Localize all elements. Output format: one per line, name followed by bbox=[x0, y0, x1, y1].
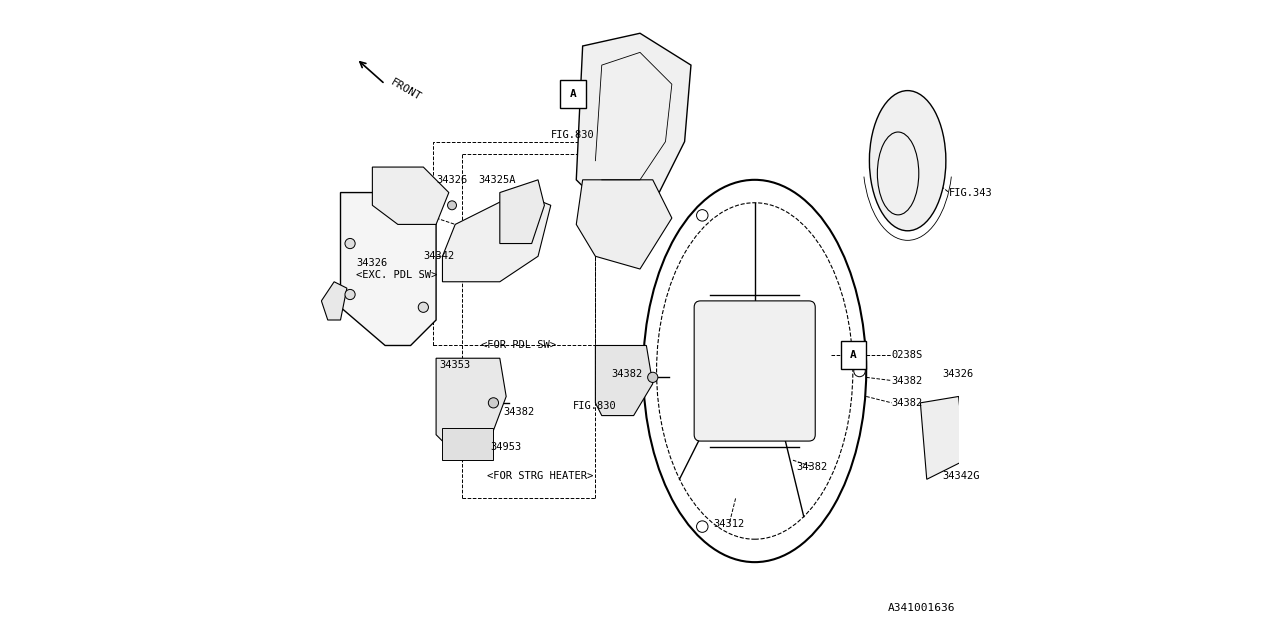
Ellipse shape bbox=[869, 91, 946, 231]
Text: 34326
<EXC. PDL SW>: 34326 <EXC. PDL SW> bbox=[356, 258, 438, 280]
Circle shape bbox=[346, 289, 355, 300]
Text: <FOR STRG HEATER>: <FOR STRG HEATER> bbox=[488, 471, 594, 481]
Text: A341001636: A341001636 bbox=[888, 603, 955, 613]
Text: 34382: 34382 bbox=[612, 369, 643, 379]
Circle shape bbox=[854, 365, 865, 377]
FancyBboxPatch shape bbox=[694, 301, 815, 441]
Text: 34326: 34326 bbox=[942, 369, 974, 379]
Circle shape bbox=[489, 397, 498, 408]
FancyBboxPatch shape bbox=[561, 80, 586, 108]
Text: 34382: 34382 bbox=[892, 376, 923, 385]
Text: FIG.830: FIG.830 bbox=[573, 401, 617, 411]
Polygon shape bbox=[499, 180, 544, 244]
Text: 34325A: 34325A bbox=[477, 175, 516, 185]
Text: FRONT: FRONT bbox=[388, 77, 422, 102]
Text: 34342: 34342 bbox=[424, 252, 454, 261]
Text: 34382: 34382 bbox=[892, 398, 923, 408]
Text: 0238S: 0238S bbox=[892, 350, 923, 360]
Circle shape bbox=[419, 302, 429, 312]
Text: 34312: 34312 bbox=[713, 519, 745, 529]
Polygon shape bbox=[372, 167, 449, 225]
Circle shape bbox=[346, 239, 355, 248]
Text: A: A bbox=[850, 350, 856, 360]
Polygon shape bbox=[340, 193, 436, 346]
Circle shape bbox=[448, 201, 457, 210]
Text: 34353: 34353 bbox=[439, 360, 471, 370]
Polygon shape bbox=[576, 180, 672, 269]
Circle shape bbox=[648, 372, 658, 383]
Text: FIG.830: FIG.830 bbox=[550, 130, 594, 140]
Polygon shape bbox=[920, 396, 965, 479]
Polygon shape bbox=[321, 282, 347, 320]
Polygon shape bbox=[443, 193, 550, 282]
Circle shape bbox=[966, 423, 977, 433]
Text: 34326: 34326 bbox=[436, 175, 467, 185]
Text: 34382: 34382 bbox=[503, 408, 534, 417]
Circle shape bbox=[696, 210, 708, 221]
Polygon shape bbox=[436, 358, 506, 447]
Text: 34382: 34382 bbox=[796, 461, 828, 472]
Text: 34342G: 34342G bbox=[942, 471, 980, 481]
Text: <FOR PDL SW>: <FOR PDL SW> bbox=[481, 340, 557, 351]
Polygon shape bbox=[443, 428, 493, 460]
Polygon shape bbox=[576, 33, 691, 205]
Text: A: A bbox=[570, 89, 576, 99]
Text: FIG.343: FIG.343 bbox=[948, 188, 993, 198]
FancyBboxPatch shape bbox=[841, 341, 867, 369]
Text: 34953: 34953 bbox=[490, 442, 521, 452]
Circle shape bbox=[696, 521, 708, 532]
Polygon shape bbox=[595, 346, 653, 415]
